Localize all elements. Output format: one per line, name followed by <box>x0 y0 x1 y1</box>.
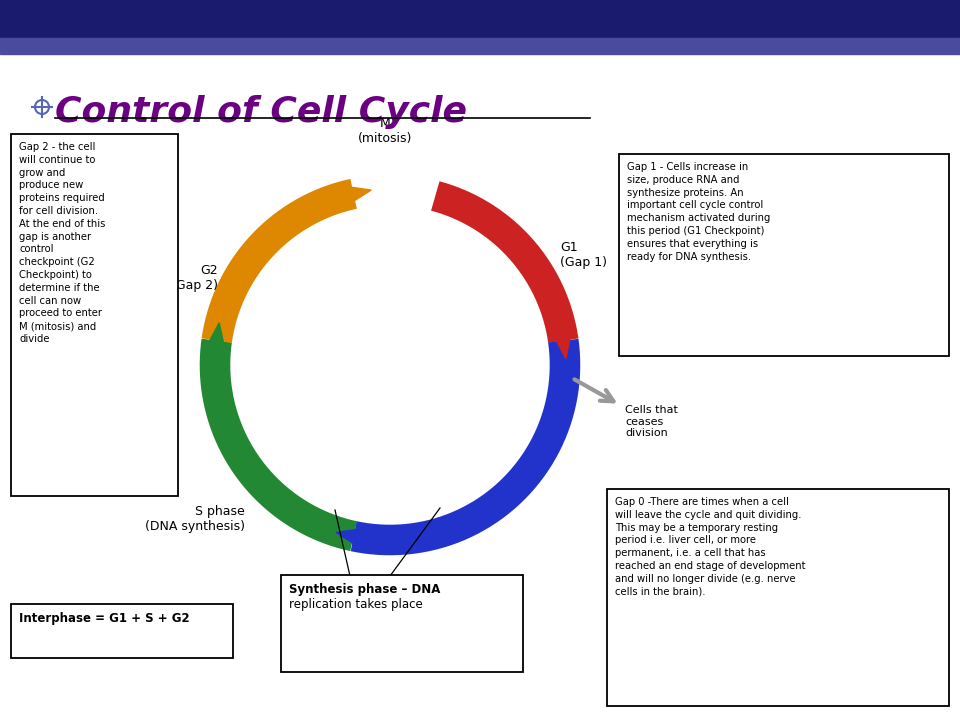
Text: Gap 0 -There are times when a cell
will leave the cycle and quit dividing.
This : Gap 0 -There are times when a cell will … <box>615 497 805 597</box>
Text: Control of Cell Cycle: Control of Cell Cycle <box>55 95 467 129</box>
Text: Synthesis phase – DNA: Synthesis phase – DNA <box>289 583 441 596</box>
FancyBboxPatch shape <box>281 575 523 672</box>
Text: Gap 1 - Cells increase in
size, produce RNA and
synthesize proteins. An
importan: Gap 1 - Cells increase in size, produce … <box>627 162 770 261</box>
FancyBboxPatch shape <box>11 604 233 658</box>
Polygon shape <box>205 323 226 351</box>
FancyBboxPatch shape <box>11 134 178 496</box>
FancyBboxPatch shape <box>607 489 949 706</box>
Polygon shape <box>336 528 365 548</box>
Text: Interphase = G1 + S + G2: Interphase = G1 + S + G2 <box>19 612 190 625</box>
FancyBboxPatch shape <box>619 154 949 356</box>
Text: replication takes place: replication takes place <box>289 598 422 611</box>
Bar <box>0 38 960 54</box>
Polygon shape <box>343 186 372 205</box>
Text: S phase
(DNA synthesis): S phase (DNA synthesis) <box>145 505 245 533</box>
Polygon shape <box>552 330 572 359</box>
Text: G1
(Gap 1): G1 (Gap 1) <box>560 241 607 269</box>
Text: Cells that
ceases
division: Cells that ceases division <box>625 405 678 438</box>
Text: G2
(Gap 2): G2 (Gap 2) <box>171 264 218 292</box>
Text: Gap 2 - the cell
will continue to
grow and
produce new
proteins required
for cel: Gap 2 - the cell will continue to grow a… <box>19 142 106 344</box>
Bar <box>0 0 960 38</box>
Text: M
(mitosis): M (mitosis) <box>358 117 412 145</box>
